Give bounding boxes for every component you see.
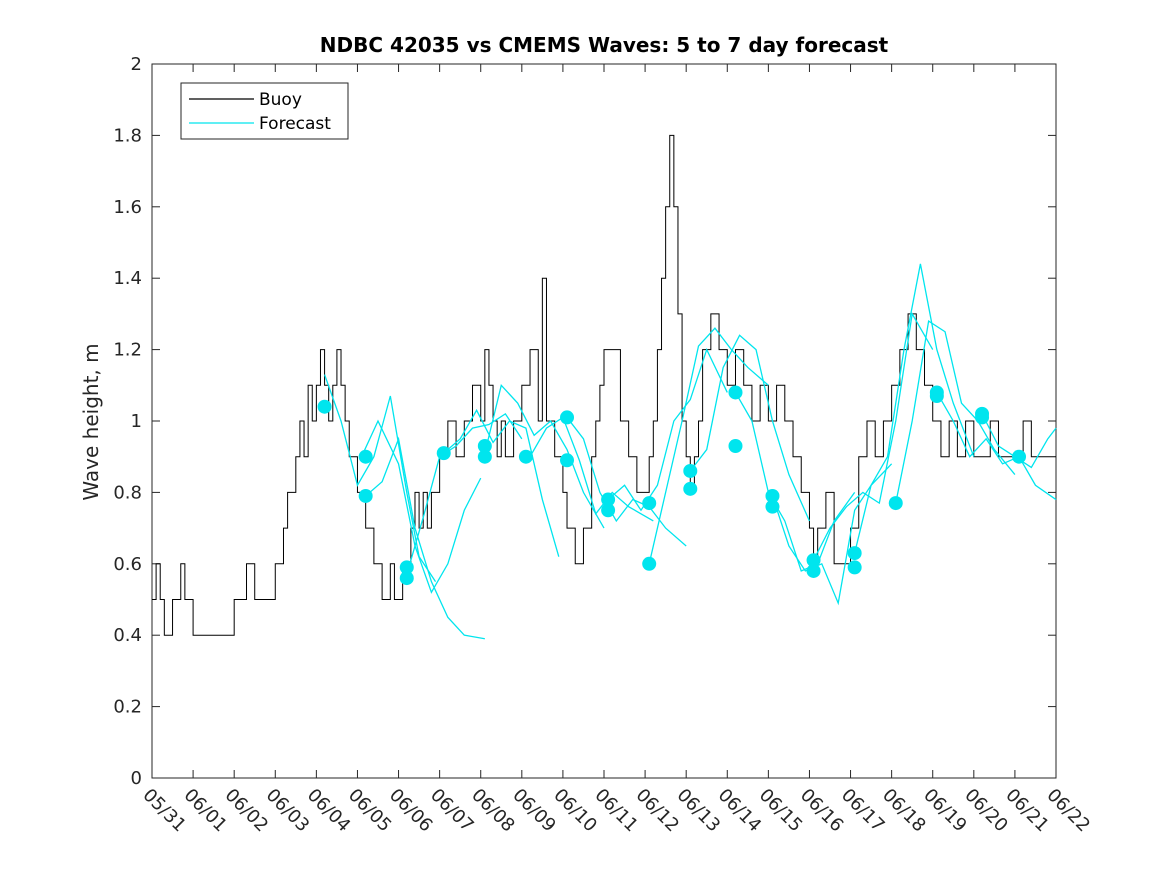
forecast-marker — [642, 556, 657, 571]
forecast-line — [323, 374, 437, 583]
forecast-marker — [518, 449, 533, 464]
forecast-marker — [436, 446, 451, 461]
forecast-line — [854, 263, 975, 554]
forecast-line — [360, 419, 482, 594]
forecast-marker — [477, 449, 492, 464]
forecast-marker — [601, 503, 616, 518]
forecast-marker — [560, 453, 575, 468]
forecast-line — [566, 417, 687, 547]
y-tick-label: 0.2 — [113, 697, 142, 718]
forecast-marker — [975, 410, 990, 425]
forecast-line — [406, 412, 523, 575]
forecast-line — [812, 311, 934, 561]
forecast-line — [936, 392, 1057, 501]
forecast-marker — [847, 546, 862, 561]
forecast-marker — [806, 563, 821, 578]
y-tick-label: 1.2 — [113, 340, 142, 361]
legend: Buoy Forecast — [180, 82, 349, 140]
forecast-line — [771, 463, 893, 606]
y-tick-label: 1 — [131, 411, 142, 432]
forecast-marker — [888, 496, 903, 511]
forecast-marker — [560, 410, 575, 425]
forecast-line — [365, 436, 485, 640]
forecast-marker — [847, 560, 862, 575]
forecast-marker — [601, 492, 616, 507]
forecast-marker — [806, 553, 821, 568]
y-tick-label: 2 — [131, 54, 142, 75]
forecast-marker — [358, 488, 373, 503]
legend-label: Forecast — [259, 114, 331, 134]
forecast-line — [443, 408, 560, 557]
legend-box — [180, 82, 349, 140]
y-tick-label: 1.8 — [113, 125, 142, 146]
forecast-line — [607, 347, 728, 512]
forecast-marker — [642, 496, 657, 511]
forecast-marker — [929, 389, 944, 404]
y-tick-label: 0 — [131, 768, 142, 789]
forecast-marker — [317, 399, 332, 414]
chart-title: NDBC 42035 vs CMEMS Waves: 5 to 7 day fo… — [320, 33, 889, 57]
forecast-line — [484, 383, 605, 529]
y-tick-label: 1.6 — [113, 197, 142, 218]
y-tick-label: 0.4 — [113, 625, 142, 646]
y-tick-label: 1.4 — [113, 268, 142, 289]
forecast-marker — [1012, 449, 1027, 464]
forecast-line — [734, 392, 856, 572]
y-tick-label: 0.8 — [113, 482, 142, 503]
forecast-marker — [683, 463, 698, 478]
forecast-marker — [765, 499, 780, 514]
forecast-marker — [683, 481, 698, 496]
forecast-marker — [728, 438, 743, 453]
forecast-marker — [399, 560, 414, 575]
forecast-marker — [477, 438, 492, 453]
buoy-line — [152, 134, 1056, 636]
forecast-marker — [728, 385, 743, 400]
y-tick-label: 0.6 — [113, 554, 142, 575]
forecast-line — [648, 327, 769, 564]
forecast-line — [689, 334, 811, 522]
forecast-marker — [358, 449, 373, 464]
y-axis-label: Wave height, m — [79, 343, 103, 500]
forecast-line — [529, 416, 654, 522]
forecast-line — [895, 319, 1016, 504]
legend-label: Buoy — [259, 90, 302, 110]
forecast-marker — [765, 488, 780, 503]
forecast-marker — [399, 571, 414, 586]
